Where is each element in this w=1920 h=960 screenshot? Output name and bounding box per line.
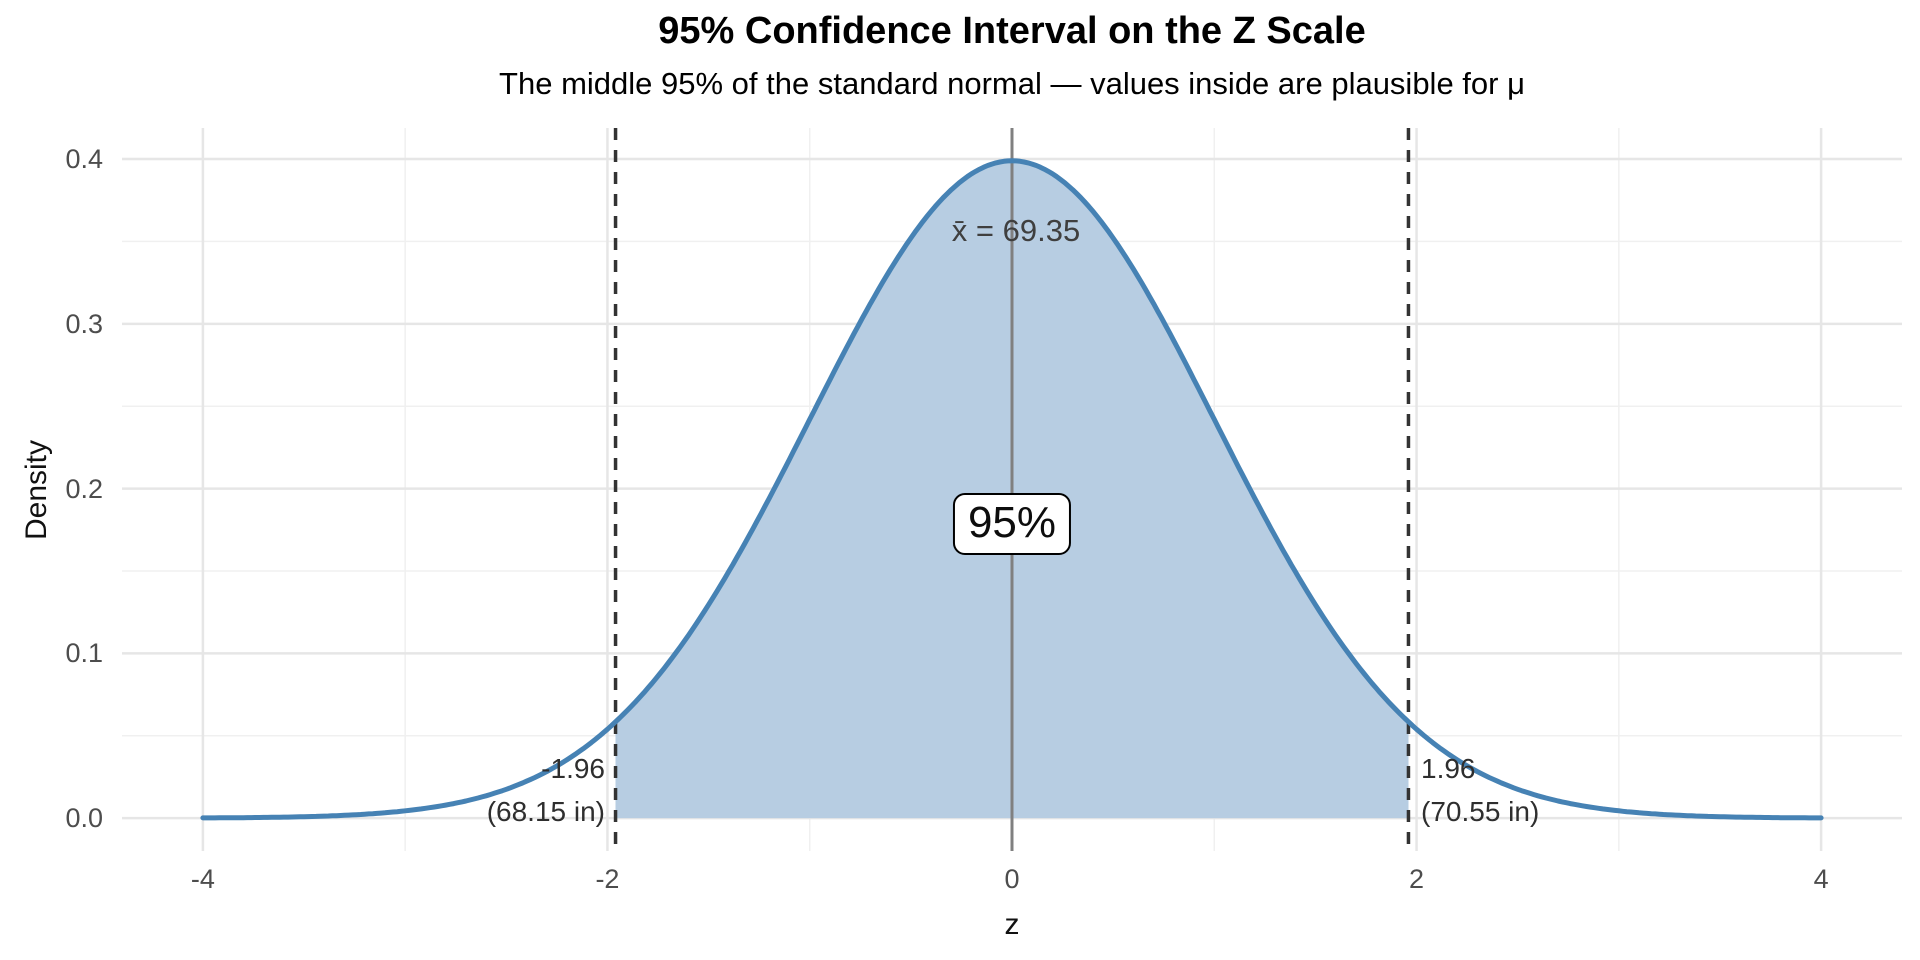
- x-tick-label: 0: [1004, 864, 1020, 894]
- x-tick-label: -2: [595, 864, 620, 894]
- y-tick-label: 0.4: [65, 144, 103, 175]
- y-tick-label: 0.1: [65, 638, 103, 669]
- y-tick-label: 0.0: [65, 803, 103, 834]
- x-tick-label: 2: [1409, 864, 1425, 894]
- y-tick-label: 0.3: [65, 308, 103, 339]
- upper-bound-annotation: 1.96 (70.55 in): [1421, 747, 1721, 833]
- upper-bound-z: 1.96: [1421, 753, 1476, 784]
- lower-bound-annotation: -1.96 (68.15 in): [305, 747, 605, 833]
- normal-density-curve: [200, 158, 1824, 821]
- x-axis-title: z: [1004, 908, 1020, 941]
- ci-percentage-label: 95%: [952, 493, 1072, 555]
- lower-bound-original-scale: (68.15 in): [486, 796, 605, 827]
- sample-mean-annotation: x̄ = 69.35: [951, 213, 1081, 248]
- lower-bound-z: -1.96: [541, 753, 605, 784]
- chart-title: 95% Confidence Interval on the Z Scale: [658, 10, 1366, 52]
- x-tick-label: -4: [190, 864, 215, 894]
- y-tick-label: 0.2: [65, 473, 103, 504]
- x-tick-label: 4: [1813, 864, 1829, 894]
- chart-subtitle: The middle 95% of the standard normal — …: [499, 66, 1525, 101]
- upper-bound-original-scale: (70.55 in): [1421, 796, 1540, 827]
